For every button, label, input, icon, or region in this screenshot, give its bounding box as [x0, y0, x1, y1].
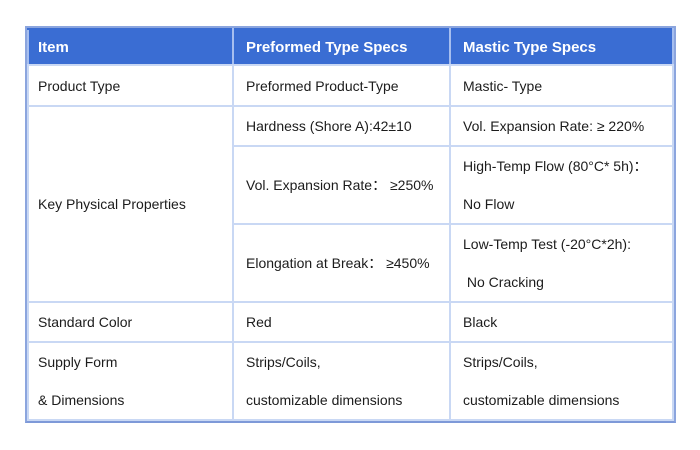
cell-elongation-preformed: Elongation at Break： ≥450%	[232, 223, 451, 303]
low-temp-test-line1: Low-Temp Test (-20°C*2h):	[463, 236, 631, 252]
cell-product-type-label: Product Type	[27, 64, 234, 107]
supply-form-preformed-line2: customizable dimensions	[246, 392, 403, 408]
supply-form-preformed-line1: Strips/Coils,	[246, 354, 321, 370]
row-expansion: Vol. Expansion Rate： ≥250% High-Temp Flo…	[28, 145, 674, 225]
header-cell-preformed-specs: Preformed Type Specs	[232, 28, 451, 66]
cell-supply-form-label: Supply Form & Dimensions	[27, 341, 234, 421]
row-hardness: Key Physical Properties Hardness (Shore …	[27, 105, 674, 303]
row-elongation: Elongation at Break： ≥450% Low-Temp Test…	[28, 223, 674, 303]
supply-form-label-line1: Supply Form	[38, 354, 118, 370]
spec-table-frame: Item Preformed Type Specs Mastic Type Sp…	[25, 26, 676, 423]
cell-hardness-preformed: Hardness (Shore A):42±10	[232, 105, 451, 147]
cell-supply-form-mastic: Strips/Coils, customizable dimensions	[449, 341, 674, 421]
cell-supply-form-preformed: Strips/Coils, customizable dimensions	[232, 341, 451, 421]
row-supply-form: Supply Form & Dimensions Strips/Coils, c…	[27, 341, 674, 421]
cell-standard-color-label: Standard Color	[27, 301, 234, 343]
product-spec-table: Item Preformed Type Specs Mastic Type Sp…	[27, 28, 674, 421]
cell-expansion-mastic: Vol. Expansion Rate: ≥ 220%	[449, 105, 674, 147]
cell-standard-color-preformed: Red	[232, 301, 451, 343]
low-temp-test-line2: No Cracking	[463, 274, 544, 290]
row-standard-color: Standard Color Red Black	[27, 301, 674, 343]
header-cell-item: Item	[27, 28, 234, 66]
cell-low-temp-test-mastic: Low-Temp Test (-20°C*2h): No Cracking	[449, 223, 674, 303]
cell-key-physical-properties-label: Key Physical Properties	[27, 105, 234, 303]
supply-form-label-line2: & Dimensions	[38, 392, 125, 408]
supply-form-mastic-line2: customizable dimensions	[463, 392, 620, 408]
supply-form-mastic-line1: Strips/Coils,	[463, 354, 538, 370]
cell-high-temp-flow-mastic: High-Temp Flow (80°C* 5h)： No Flow	[449, 145, 674, 225]
cell-expansion-preformed: Vol. Expansion Rate： ≥250%	[232, 145, 451, 225]
cell-product-type-preformed: Preformed Product-Type	[232, 64, 451, 107]
cell-standard-color-mastic: Black	[449, 301, 674, 343]
row-product-type: Product Type Preformed Product-Type Mast…	[27, 64, 674, 107]
high-temp-flow-line1: High-Temp Flow (80°C* 5h)：	[463, 158, 648, 174]
header-row: Item Preformed Type Specs Mastic Type Sp…	[27, 28, 674, 66]
cell-product-type-mastic: Mastic- Type	[449, 64, 674, 107]
header-cell-mastic-specs: Mastic Type Specs	[449, 28, 674, 66]
high-temp-flow-line2: No Flow	[463, 196, 515, 212]
